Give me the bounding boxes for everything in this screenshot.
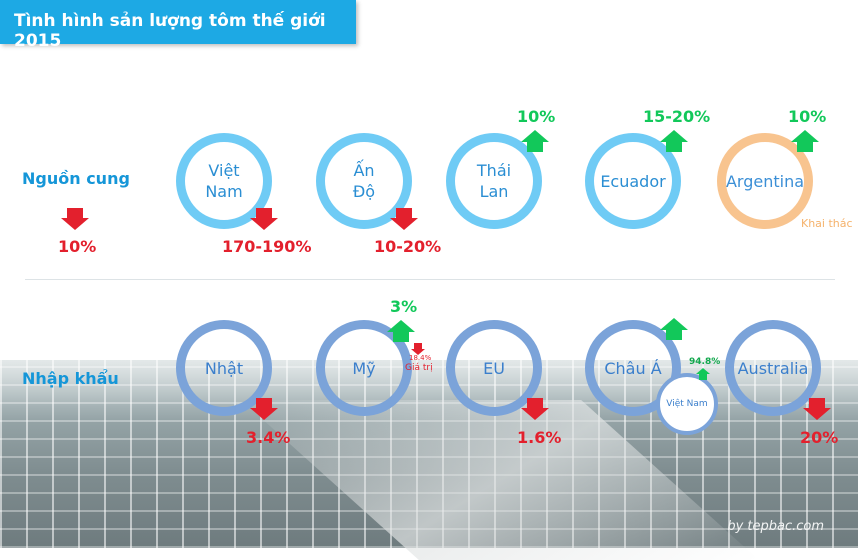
ring-label: Nam <box>205 182 243 201</box>
supply-argentina-change: 10% <box>788 107 827 126</box>
ring-label: Thái <box>476 161 512 180</box>
ring-label: Châu Á <box>604 358 662 378</box>
supply-thailand-ring: Thái Lan <box>446 133 542 229</box>
import-eu-change: 1.6% <box>517 428 562 447</box>
source-credit: by tepbac.com <box>727 519 824 534</box>
import-australia-change: 20% <box>800 428 839 447</box>
title-banner: Tình hình sản lượng tôm thế giới 2015 <box>0 0 356 51</box>
asia-vietnam-ring: Việt Nam <box>656 373 718 435</box>
up-arrow-icon <box>791 130 819 152</box>
up-arrow-icon <box>387 320 415 342</box>
import-asia-ring: Châu Á <box>585 320 681 416</box>
down-arrow-icon <box>250 208 278 230</box>
argentina-note: Khai thác <box>801 217 853 230</box>
import-japan-change: 3.4% <box>246 428 291 447</box>
usa-value-change: 18.4% <box>409 354 432 362</box>
supply-vietnam-ring: Việt Nam <box>176 133 272 229</box>
ring-label: Mỹ <box>352 358 376 378</box>
up-arrow-icon <box>521 130 549 152</box>
ring-label: Việt Nam <box>666 398 708 409</box>
supply-vietnam-change: 170-190% <box>222 237 312 256</box>
down-arrow-icon <box>390 208 418 230</box>
ring-label: Australia <box>737 358 809 378</box>
import-row-label: Nhập khẩu <box>22 369 119 388</box>
import-australia-ring: Australia <box>725 320 821 416</box>
import-eu-ring: EU <box>446 320 542 416</box>
page-title: Tình hình sản lượng tôm thế giới 2015 <box>14 11 326 51</box>
supply-india-ring: Ấn Độ <box>316 133 412 229</box>
import-japan-ring: Nhật <box>176 320 272 416</box>
background-fade <box>0 230 858 420</box>
ring-label: Ecuador <box>600 171 666 191</box>
down-arrow-icon <box>803 398 831 420</box>
supply-ecuador-ring: Ecuador <box>585 133 681 229</box>
ring-label: Nhật <box>204 358 244 378</box>
supply-overall-down-arrow-icon <box>61 208 89 230</box>
down-arrow-icon <box>521 398 549 420</box>
ring-label: Lan <box>479 182 509 201</box>
small-down-arrow-icon <box>411 343 425 355</box>
ring-label: Argentina <box>725 171 805 191</box>
row-divider <box>25 279 835 280</box>
ring-label: Ấn <box>353 161 375 180</box>
asia-vietnam-change: 94.8% <box>689 357 721 367</box>
supply-ecuador-change: 15-20% <box>643 107 711 126</box>
small-up-arrow-icon <box>696 368 710 380</box>
supply-overall-change: 10% <box>58 237 97 256</box>
usa-value-label: Giá trị <box>405 363 433 373</box>
supply-india-change: 10-20% <box>374 237 442 256</box>
supply-thailand-change: 10% <box>517 107 556 126</box>
up-arrow-icon <box>660 130 688 152</box>
ring-label: EU <box>483 358 505 378</box>
supply-argentina-ring: Argentina <box>717 133 813 229</box>
ring-label: Độ <box>352 182 376 201</box>
up-arrow-icon <box>660 318 688 340</box>
supply-row-label: Nguồn cung <box>22 169 130 188</box>
import-usa-ring: Mỹ <box>316 320 412 416</box>
down-arrow-icon <box>250 398 278 420</box>
ring-label: Việt <box>208 161 240 180</box>
import-usa-change: 3% <box>390 297 418 316</box>
